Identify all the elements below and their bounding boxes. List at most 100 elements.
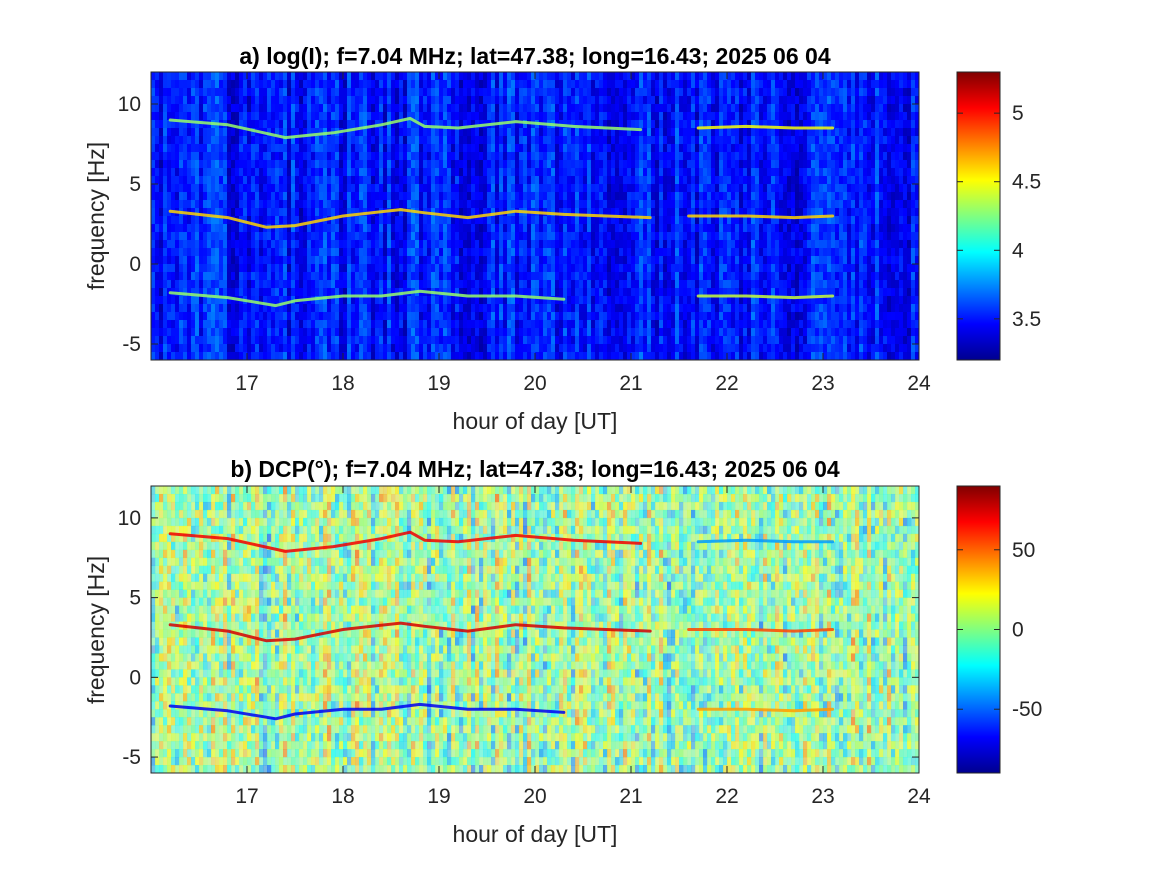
heatmap-cell	[291, 112, 296, 121]
heatmap-cell	[311, 216, 316, 225]
heatmap-cell	[499, 328, 504, 337]
heatmap-cell	[275, 216, 280, 225]
heatmap-cell	[299, 80, 304, 89]
heatmap-cell	[279, 128, 284, 137]
heatmap-cell	[347, 168, 352, 177]
heatmap-cell	[623, 184, 628, 193]
heatmap-cell	[171, 128, 176, 137]
heatmap-cell	[559, 128, 564, 137]
heatmap-cell	[523, 256, 528, 265]
heatmap-cell	[379, 200, 384, 209]
heatmap-cell	[311, 128, 316, 137]
heatmap-cell	[303, 144, 308, 153]
heatmap-cell	[411, 312, 416, 321]
heatmap-cell	[431, 280, 436, 289]
heatmap-cell	[187, 184, 192, 193]
heatmap-cell	[455, 176, 460, 185]
heatmap-cell	[223, 224, 228, 233]
heatmap-cell	[155, 352, 160, 361]
heatmap-cell	[543, 256, 548, 265]
heatmap-cell	[327, 112, 332, 121]
heatmap-cell	[367, 168, 372, 177]
heatmap-cell	[191, 200, 196, 209]
heatmap-cell	[335, 176, 340, 185]
heatmap-cell	[567, 312, 572, 321]
heatmap-cell	[679, 256, 684, 265]
heatmap-cell	[519, 200, 524, 209]
heatmap-cell	[619, 160, 624, 169]
heatmap-cell	[515, 288, 520, 297]
heatmap-cell	[695, 336, 700, 345]
heatmap-cell	[423, 96, 428, 105]
heatmap-cell	[351, 200, 356, 209]
heatmap-cell	[611, 312, 616, 321]
heatmap-cell	[207, 216, 212, 225]
heatmap-cell	[491, 80, 496, 89]
heatmap-cell	[307, 136, 312, 145]
heatmap-cell	[227, 304, 232, 313]
heatmap-cell	[403, 280, 408, 289]
heatmap-cell	[671, 128, 676, 137]
heatmap-cell	[547, 272, 552, 281]
heatmap-cell	[419, 88, 424, 97]
heatmap-cell	[527, 272, 532, 281]
heatmap-cell	[631, 200, 636, 209]
heatmap-cell	[307, 232, 312, 241]
heatmap-cell	[471, 320, 476, 329]
heatmap-cell	[395, 312, 400, 321]
heatmap-cell	[563, 336, 568, 345]
heatmap-cell	[595, 344, 600, 353]
heatmap-cell	[431, 264, 436, 273]
heatmap-cell	[667, 320, 672, 329]
heatmap-cell	[211, 240, 216, 249]
heatmap-cell	[271, 352, 276, 361]
heatmap-cell	[459, 320, 464, 329]
heatmap-cell	[599, 192, 604, 201]
heatmap-cell	[431, 208, 436, 217]
heatmap-cell	[363, 80, 368, 89]
heatmap-cell	[595, 312, 600, 321]
heatmap-cell	[603, 144, 608, 153]
heatmap-cell	[595, 232, 600, 241]
heatmap-cell	[663, 336, 668, 345]
heatmap-cell	[163, 224, 168, 233]
heatmap-cell	[587, 296, 592, 305]
heatmap-cell	[555, 272, 560, 281]
heatmap-cell	[283, 80, 288, 89]
heatmap-cell	[383, 336, 388, 345]
heatmap-cell	[403, 256, 408, 265]
heatmap-cell	[655, 160, 660, 169]
heatmap-cell	[659, 280, 664, 289]
heatmap-cell	[567, 184, 572, 193]
heatmap-cell	[387, 280, 392, 289]
heatmap-cell	[555, 264, 560, 273]
heatmap-cell	[419, 152, 424, 161]
heatmap-cell	[639, 200, 644, 209]
heatmap-cell	[223, 280, 228, 289]
heatmap-cell	[607, 224, 612, 233]
heatmap-cell	[503, 128, 508, 137]
heatmap-cell	[687, 80, 692, 89]
heatmap-cell	[267, 304, 272, 313]
heatmap-cell	[211, 88, 216, 97]
heatmap-cell	[335, 104, 340, 113]
heatmap-cell	[663, 304, 668, 313]
heatmap-cell	[431, 104, 436, 113]
heatmap-cell	[519, 152, 524, 161]
heatmap-cell	[435, 312, 440, 321]
heatmap-cell	[495, 208, 500, 217]
heatmap-cell	[391, 72, 396, 81]
heatmap-cell	[647, 296, 652, 305]
heatmap-cell	[635, 112, 640, 121]
heatmap-cell	[563, 296, 568, 305]
heatmap-cell	[451, 216, 456, 225]
heatmap-cell	[563, 160, 568, 169]
heatmap-cell	[227, 128, 232, 137]
heatmap-cell	[679, 280, 684, 289]
heatmap-cell	[583, 80, 588, 89]
heatmap-cell	[467, 248, 472, 257]
heatmap-cell	[623, 336, 628, 345]
heatmap-cell	[571, 264, 576, 273]
heatmap-cell	[491, 336, 496, 345]
heatmap-cell	[663, 224, 668, 233]
